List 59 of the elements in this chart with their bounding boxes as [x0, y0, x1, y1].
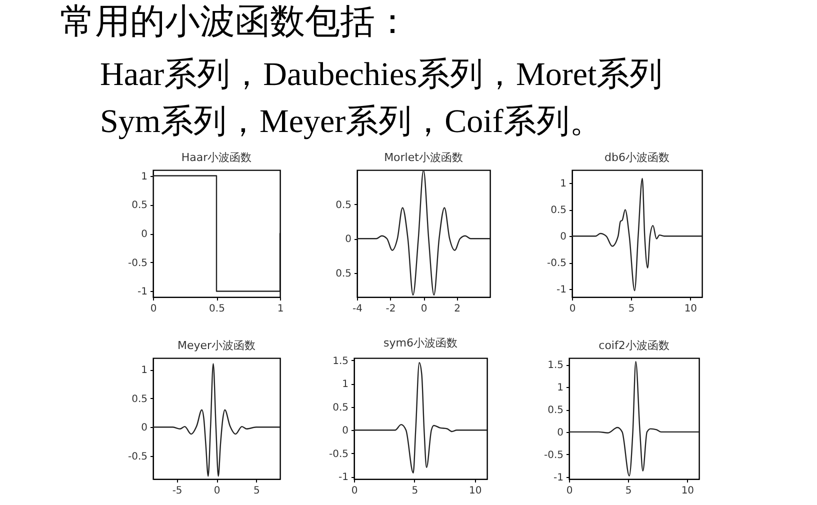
x-tick-label: 10	[684, 304, 698, 314]
y-tick-label: -1	[554, 472, 564, 484]
x-tick-label: 2	[454, 304, 460, 314]
text: Sym系列，Meyer系列，Coif系列。	[100, 104, 602, 140]
x-tick-label: 0	[569, 304, 576, 314]
y-tick-label: -1	[556, 284, 566, 296]
y-tick-label: 1	[557, 382, 564, 394]
y-tick-label: 1.5	[548, 360, 564, 372]
chart-title: sym6小波函数	[384, 336, 458, 350]
y-tick-label: 0.5	[132, 394, 148, 405]
y-tick-label: -1	[338, 472, 348, 484]
line-series	[572, 178, 702, 292]
line-series	[569, 360, 699, 476]
x-tick-label: 1	[277, 304, 284, 314]
x-tick-label: 0	[214, 486, 220, 496]
line-series	[354, 362, 487, 474]
x-tick-label: 5	[625, 486, 632, 496]
text: 常用的小波函数包括：	[60, 2, 410, 41]
y-tick-label: 0	[560, 232, 566, 243]
chart-title: coif2小波函数	[598, 339, 670, 352]
y-tick-label: -0.5	[128, 451, 148, 462]
y-tick-label: -0.5	[546, 258, 566, 270]
y-tick-label: 0.5	[336, 268, 352, 280]
y-tick-label: 0	[141, 422, 148, 434]
y-tick-label: 0.5	[550, 205, 566, 216]
x-tick-label: 5	[628, 304, 635, 314]
y-tick-label: -0.5	[128, 258, 148, 269]
y-tick-label: 0.5	[332, 402, 348, 414]
y-tick-label: -1	[138, 286, 148, 298]
y-tick-label: 0.5	[132, 200, 148, 212]
y-tick-label: 0	[345, 234, 352, 246]
y-tick-label: 0	[141, 229, 148, 240]
y-tick-label: -0.5	[328, 448, 348, 460]
y-tick-label: 1	[141, 171, 148, 182]
y-tick-label: 0	[342, 426, 348, 437]
chart-title: Morlet小波函数	[384, 151, 463, 164]
x-tick-label: -4	[352, 304, 362, 314]
line-series	[153, 363, 280, 477]
x-tick-label: -5	[172, 486, 182, 496]
x-tick-label: 10	[681, 486, 694, 496]
x-tick-label: 0	[420, 304, 428, 314]
x-tick-label: 0	[150, 304, 157, 314]
x-tick-label: 5	[254, 486, 260, 496]
chart-title: db6小波函数	[604, 151, 670, 164]
x-tick-label: 5	[412, 486, 418, 496]
x-tick-label: 10	[469, 486, 482, 496]
y-tick-label: 1	[141, 365, 148, 376]
y-tick-label: 1	[342, 379, 348, 390]
x-tick-label: 0.5	[209, 304, 225, 314]
chart-title: Haar小波函数	[181, 151, 252, 164]
chart-title: Meyer小波函数	[177, 339, 256, 352]
text: Haar系列，Daubechies系列，Moret系列	[100, 57, 663, 93]
x-tick-label: -2	[386, 304, 396, 314]
y-tick-label: 0.5	[548, 405, 564, 416]
y-tick-label: 0.5	[336, 200, 352, 211]
y-tick-label: 1.5	[332, 356, 348, 367]
y-tick-label: 0	[557, 427, 564, 438]
y-tick-label: -0.5	[544, 450, 564, 461]
y-tick-label: 1	[560, 178, 566, 190]
